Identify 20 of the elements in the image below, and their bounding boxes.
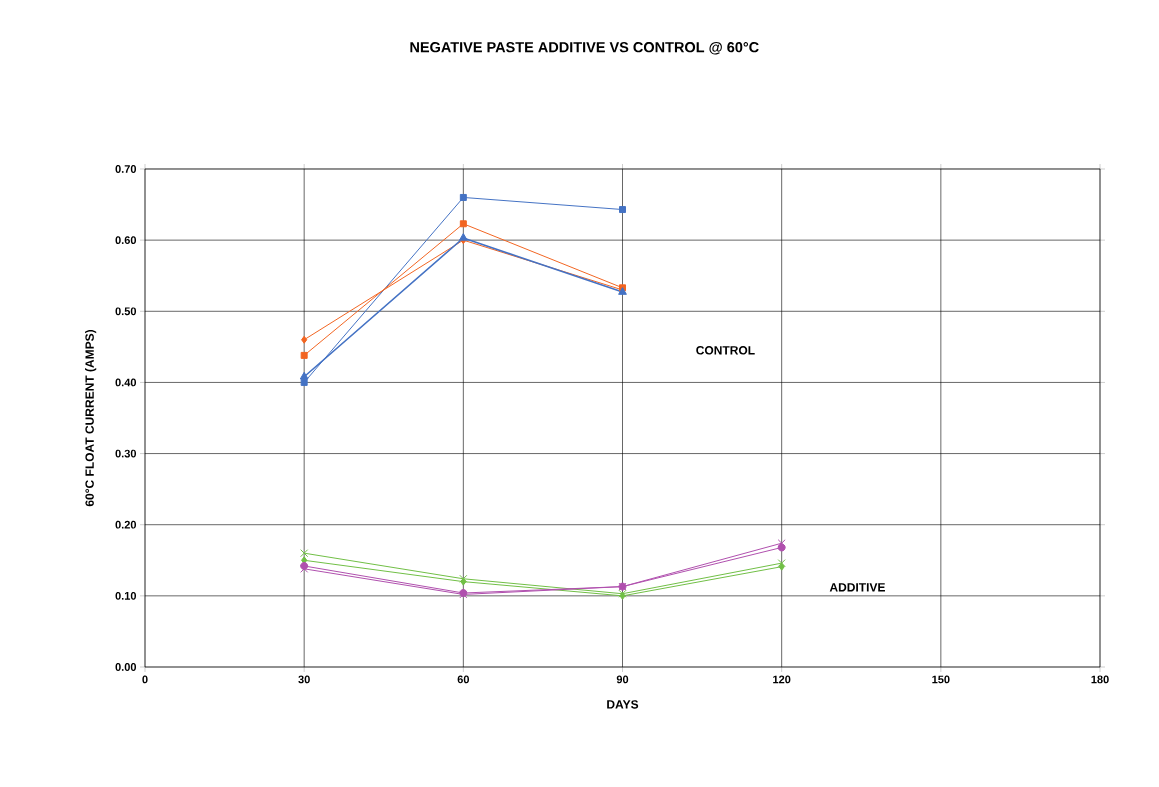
y-tick-label: 0.60 xyxy=(115,236,137,245)
annotation: ADDITIVE xyxy=(829,583,885,592)
y-tick-label: 0.30 xyxy=(115,449,137,458)
y-tick-label: 0.50 xyxy=(115,307,137,316)
y-tick-label: 0.10 xyxy=(115,591,137,600)
x-tick-label: 150 xyxy=(932,675,950,684)
x-tick-label: 180 xyxy=(1091,675,1109,684)
annotation: CONTROL xyxy=(696,346,755,355)
x-tick-label: 120 xyxy=(773,675,791,684)
x-axis-title: DAYS xyxy=(607,700,639,709)
x-tick-label: 0 xyxy=(142,675,148,684)
x-tick-label: 90 xyxy=(616,675,629,684)
x-tick-label: 30 xyxy=(298,675,310,684)
y-tick-label: 0.40 xyxy=(115,378,137,387)
y-tick-label: 0.70 xyxy=(115,165,137,173)
chart-title: NEGATIVE PASTE ADDITIVE VS CONTROL @ 60°C xyxy=(410,41,759,55)
y-tick-label: 0.20 xyxy=(115,520,137,529)
y-tick-label: 0.00 xyxy=(115,663,137,671)
y-axis-title: 60°C FLOAT CURRENT (AMPS) xyxy=(85,329,97,507)
x-tick-label: 60 xyxy=(457,675,470,684)
